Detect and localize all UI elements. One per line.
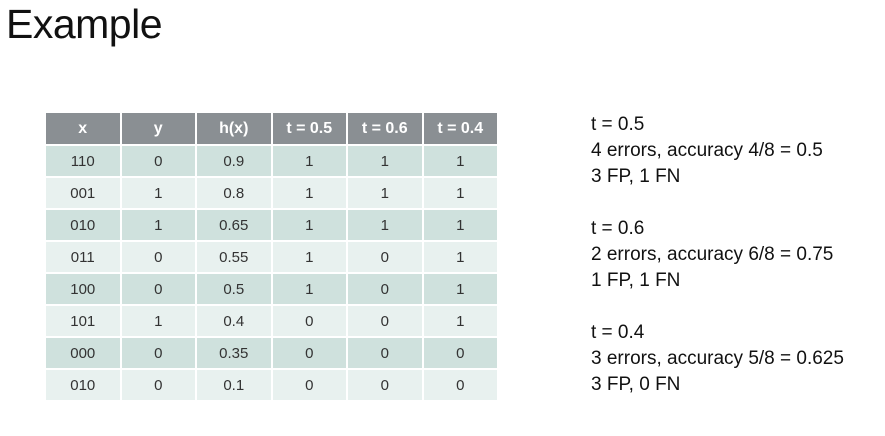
table-cell: 0 xyxy=(119,240,197,274)
column-header-t05: t = 0.5 xyxy=(270,111,348,146)
note-fp-fn: 3 FP, 1 FN xyxy=(591,166,681,187)
table-cell: 1 xyxy=(421,272,499,306)
table-cell: 0 xyxy=(119,336,197,370)
table-cell: 0 xyxy=(346,368,424,402)
note-block-t05: t = 0.5 4 errors, accuracy 4/8 = 0.5 3 F… xyxy=(591,112,844,190)
table-cell: 0.4 xyxy=(195,304,273,338)
table-cell: 110 xyxy=(44,144,122,178)
table-row: 010 1 0.65 1 1 1 xyxy=(44,208,499,242)
note-threshold: t = 0.6 xyxy=(591,218,645,239)
column-header-t04: t = 0.4 xyxy=(421,111,499,146)
table-cell: 1 xyxy=(119,208,197,242)
table-cell: 0 xyxy=(346,272,424,306)
table-cell: 010 xyxy=(44,208,122,242)
table-cell: 1 xyxy=(346,176,424,210)
table-row: 000 0 0.35 0 0 0 xyxy=(44,336,499,370)
column-header-x: x xyxy=(44,111,122,146)
table-row: 011 0 0.55 1 0 1 xyxy=(44,240,499,274)
table-cell: 1 xyxy=(270,144,348,178)
table-cell: 1 xyxy=(346,144,424,178)
slide-title: Example xyxy=(6,1,163,47)
note-accuracy: 2 errors, accuracy 6/8 = 0.75 xyxy=(591,244,834,265)
table-cell: 0.35 xyxy=(195,336,273,370)
note-block-t06: t = 0.6 2 errors, accuracy 6/8 = 0.75 1 … xyxy=(591,216,844,294)
table-cell: 1 xyxy=(270,176,348,210)
table-cell: 0 xyxy=(346,336,424,370)
note-fp-fn: 1 FP, 1 FN xyxy=(591,270,681,291)
table-row: 001 1 0.8 1 1 1 xyxy=(44,176,499,210)
table-cell: 1 xyxy=(346,208,424,242)
table-cell: 011 xyxy=(44,240,122,274)
note-threshold: t = 0.5 xyxy=(591,114,645,135)
table-cell: 1 xyxy=(421,144,499,178)
note-block-t04: t = 0.4 3 errors, accuracy 5/8 = 0.625 3… xyxy=(591,320,844,398)
table-cell: 1 xyxy=(421,208,499,242)
table-cell: 1 xyxy=(270,208,348,242)
note-accuracy: 4 errors, accuracy 4/8 = 0.5 xyxy=(591,140,823,161)
table-cell: 0.5 xyxy=(195,272,273,306)
table-cell: 1 xyxy=(270,272,348,306)
table-cell: 100 xyxy=(44,272,122,306)
column-header-hx: h(x) xyxy=(195,111,273,146)
column-header-t06: t = 0.6 xyxy=(346,111,424,146)
table-cell: 0 xyxy=(270,304,348,338)
table-header-row: x y h(x) t = 0.5 t = 0.6 t = 0.4 xyxy=(44,111,499,146)
table-cell: 010 xyxy=(44,368,122,402)
table-cell: 1 xyxy=(270,240,348,274)
table-cell: 1 xyxy=(119,176,197,210)
table-row: 101 1 0.4 0 0 1 xyxy=(44,304,499,338)
table-cell: 0 xyxy=(270,368,348,402)
table-cell: 0.9 xyxy=(195,144,273,178)
table-cell: 1 xyxy=(119,304,197,338)
table-cell: 0.1 xyxy=(195,368,273,402)
table-cell: 0 xyxy=(421,336,499,370)
table-row: 100 0 0.5 1 0 1 xyxy=(44,272,499,306)
table-cell: 0 xyxy=(119,144,197,178)
table-cell: 1 xyxy=(421,240,499,274)
table-cell: 0 xyxy=(270,336,348,370)
note-fp-fn: 3 FP, 0 FN xyxy=(591,374,681,395)
table-cell: 0 xyxy=(119,368,197,402)
table-row: 110 0 0.9 1 1 1 xyxy=(44,144,499,178)
table-cell: 1 xyxy=(421,176,499,210)
table-cell: 0.55 xyxy=(195,240,273,274)
table-cell: 0 xyxy=(346,240,424,274)
threshold-notes: t = 0.5 4 errors, accuracy 4/8 = 0.5 3 F… xyxy=(591,112,844,398)
table-row: 010 0 0.1 0 0 0 xyxy=(44,368,499,402)
table-cell: 000 xyxy=(44,336,122,370)
table-cell: 101 xyxy=(44,304,122,338)
table-cell: 0.8 xyxy=(195,176,273,210)
note-threshold: t = 0.4 xyxy=(591,322,645,343)
table-cell: 0 xyxy=(421,368,499,402)
note-accuracy: 3 errors, accuracy 5/8 = 0.625 xyxy=(591,348,844,369)
table-cell: 0 xyxy=(346,304,424,338)
table-cell: 1 xyxy=(421,304,499,338)
table-cell: 0.65 xyxy=(195,208,273,242)
threshold-table: x y h(x) t = 0.5 t = 0.6 t = 0.4 110 0 0… xyxy=(44,111,499,402)
table-cell: 001 xyxy=(44,176,122,210)
table-cell: 0 xyxy=(119,272,197,306)
column-header-y: y xyxy=(119,111,197,146)
